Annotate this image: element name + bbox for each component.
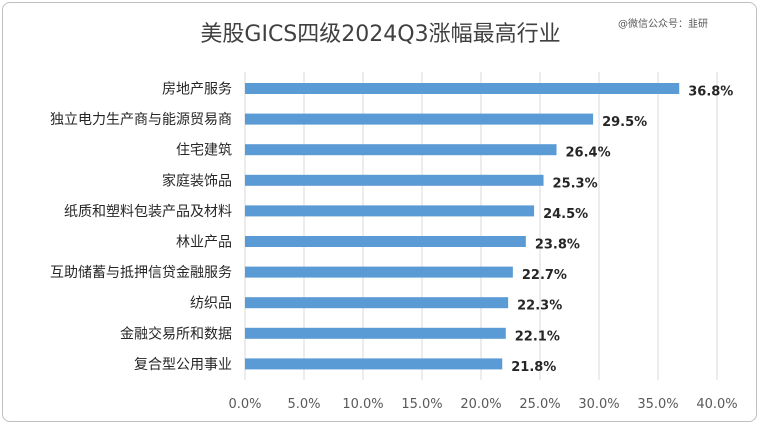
bar-6 <box>245 266 513 278</box>
bar-0 <box>245 83 680 94</box>
bar-4 <box>245 205 535 217</box>
category-label-1: 独立电力生产商与能源贸易商 <box>50 112 232 128</box>
value-label-1: 29.5% <box>602 115 647 130</box>
x-tick-label-4: 20.0% <box>460 397 501 412</box>
category-label-8: 金融交易所和数据 <box>120 325 232 342</box>
category-label-4: 纸质和塑料包装产品及材料 <box>64 204 232 220</box>
category-label-7: 纺织品 <box>190 296 232 312</box>
value-label-3: 25.3% <box>553 176 598 191</box>
bar-3 <box>245 174 544 186</box>
value-label-7: 22.3% <box>517 299 562 314</box>
category-label-3: 家庭装饰品 <box>162 172 232 189</box>
x-tick-label-0: 0.0% <box>228 397 261 412</box>
chart-title: 美股GICS四级2024Q3涨幅最高行业 <box>200 22 561 47</box>
value-label-8: 22.1% <box>515 329 560 344</box>
x-tick-label-7: 35.0% <box>637 397 678 412</box>
category-label-6: 互助储蓄与抵押信贷金融服务 <box>50 265 232 281</box>
category-label-5: 林业产品 <box>176 235 232 251</box>
x-tick-label-6: 30.0% <box>578 397 619 412</box>
value-label-9: 21.8% <box>511 360 556 375</box>
value-label-6: 22.7% <box>522 268 567 283</box>
watermark: @微信公众号：韭研 <box>618 19 708 30</box>
bar-2 <box>245 144 557 156</box>
x-tick-label-1: 5.0% <box>287 397 320 412</box>
value-label-5: 23.8% <box>535 238 580 253</box>
bar-7 <box>245 297 509 309</box>
bar-9 <box>245 358 503 370</box>
category-label-2: 住宅建筑 <box>176 143 232 159</box>
bar-8 <box>245 327 506 339</box>
value-label-4: 24.5% <box>543 207 588 222</box>
category-label-0: 房地产服务 <box>162 82 232 98</box>
bar-5 <box>245 236 526 247</box>
value-label-2: 26.4% <box>566 146 611 161</box>
value-label-0: 36.8% <box>688 85 733 100</box>
x-tick-label-8: 40.0% <box>696 397 737 412</box>
category-label-9: 复合型公用事业 <box>134 356 232 373</box>
x-tick-label-3: 15.0% <box>401 397 442 412</box>
x-tick-label-5: 25.0% <box>519 397 560 412</box>
bar-1 <box>245 113 594 125</box>
x-tick-label-2: 10.0% <box>342 397 383 412</box>
